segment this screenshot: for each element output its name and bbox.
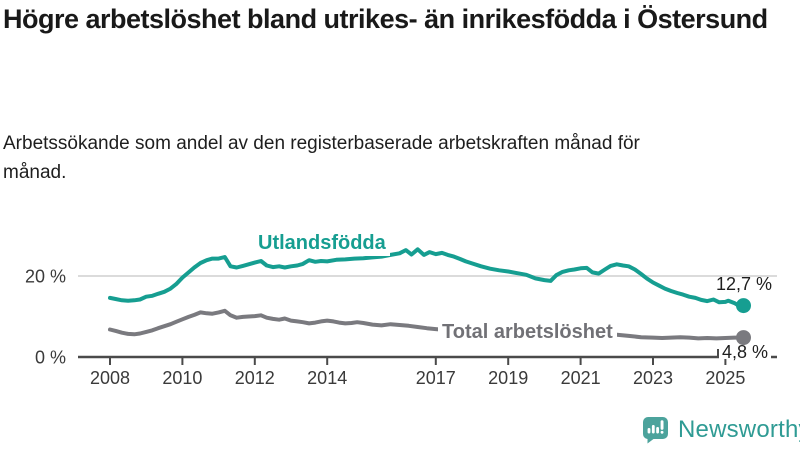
series-line-0 bbox=[108, 247, 746, 308]
chart-subtitle: Arbetssökande som andel av den registerb… bbox=[3, 133, 640, 183]
series-line-1 bbox=[108, 308, 746, 341]
x-tick-label-2012: 2012 bbox=[235, 368, 275, 388]
x-tick-label-2023: 2023 bbox=[633, 368, 673, 388]
series-end-dot-1 bbox=[736, 330, 751, 346]
newsworthy-logo[interactable]: Newsworthy bbox=[641, 415, 800, 444]
y-tick-label-20: 20 % bbox=[25, 267, 66, 287]
newsworthy-logo-text: Newsworthy bbox=[678, 415, 800, 443]
chart-title: Högre arbetslöshet bland utrikes- än inr… bbox=[3, 4, 768, 34]
y-tick-label-0: 0 % bbox=[35, 348, 66, 368]
series-end-dot-0 bbox=[736, 298, 751, 314]
x-tick-label-2025: 2025 bbox=[705, 368, 745, 388]
end-value-label-total-arbetsloshet: 4,8 % bbox=[719, 343, 772, 361]
x-tick-label-2021: 2021 bbox=[561, 368, 601, 388]
x-tick-label-2008: 2008 bbox=[90, 368, 130, 388]
bar-chart-speech-bubble-icon bbox=[642, 417, 668, 444]
x-tick-label-2019: 2019 bbox=[488, 368, 528, 388]
x-tick-label-2017: 2017 bbox=[416, 368, 456, 388]
series-label-utlandsfodda: Utlandsfödda bbox=[254, 231, 390, 256]
x-tick-label-2010: 2010 bbox=[162, 368, 202, 388]
series-label-total-arbetsloshet: Total arbetslöshet bbox=[438, 320, 617, 345]
end-value-label-utlandsfodda: 12,7 % bbox=[716, 274, 773, 294]
x-tick-label-2014: 2014 bbox=[307, 368, 347, 388]
